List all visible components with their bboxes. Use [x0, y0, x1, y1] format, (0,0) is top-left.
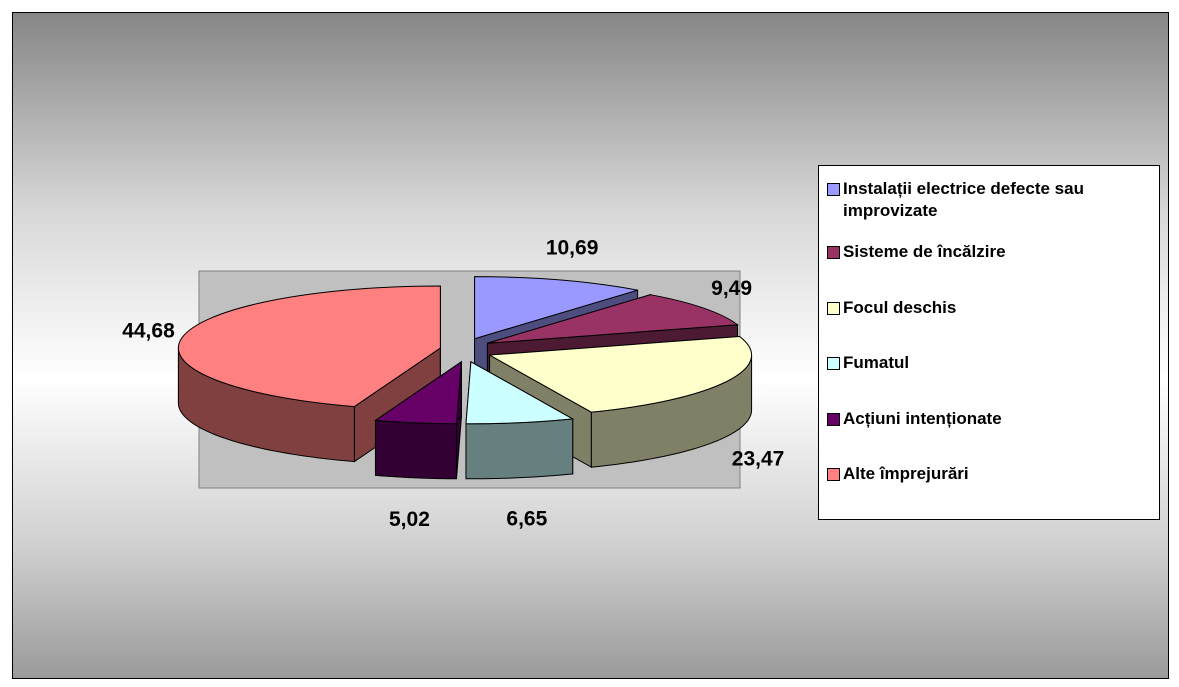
legend-item: Acțiuni intenționate [827, 408, 1153, 464]
slice-top [487, 294, 739, 344]
pie-slice [465, 360, 575, 480]
legend-swatch [827, 468, 840, 482]
legend: Instalații electrice defecte sau improvi… [818, 165, 1160, 520]
data-label: 44,68 [122, 320, 175, 343]
legend-swatch [827, 357, 840, 371]
legend-item: Instalații electrice defecte sau improvi… [827, 178, 1153, 241]
legend-item: Focul deschis [827, 297, 1153, 353]
pie-slice [487, 336, 753, 469]
pie-slice [374, 360, 463, 480]
legend-item: Alte împrejurări [827, 463, 1153, 519]
legend-swatch [827, 412, 840, 426]
legend-label: Instalații electrice defecte sau improvi… [843, 179, 1084, 220]
data-label: 9,49 [711, 277, 752, 300]
legend-swatch [827, 301, 840, 315]
legend-item: Sisteme de încălzire [827, 241, 1153, 297]
legend-label: Fumatul [843, 353, 910, 373]
slice-top [487, 336, 753, 413]
slice-top [177, 285, 441, 408]
data-label: 5,02 [389, 508, 430, 531]
legend-label: Sisteme de încălzire [843, 242, 1006, 262]
legend-swatch [827, 183, 840, 196]
legend-label: Acțiuni intenționate [843, 408, 1002, 428]
legend-label: Focul deschis [843, 297, 957, 317]
slice-top [465, 360, 575, 425]
slice-wall [465, 418, 574, 480]
legend-swatch [827, 246, 840, 260]
data-label: 6,65 [506, 508, 547, 531]
slice-wall [374, 419, 457, 480]
slice-top [374, 360, 463, 425]
slice-top [474, 276, 638, 340]
legend-item: Fumatul [827, 352, 1153, 408]
legend-label: Alte împrejurări [843, 464, 969, 484]
data-label: 23,47 [732, 448, 785, 471]
data-label: 10,69 [546, 237, 599, 260]
